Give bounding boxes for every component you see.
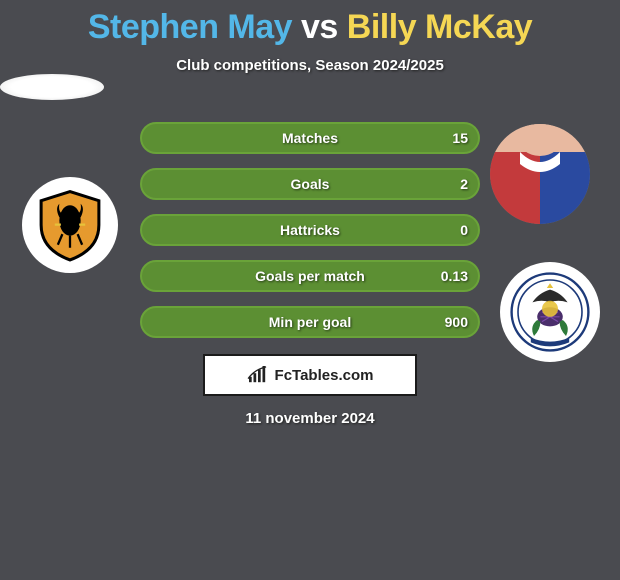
crest-icon [510,272,590,352]
stat-row-matches: Matches 15 [140,122,480,154]
stat-p2-value: 0.13 [441,268,468,284]
subtitle: Club competitions, Season 2024/2025 [0,57,620,74]
player1-avatar [0,74,104,100]
stat-p2-value: 0 [460,222,468,238]
watermark-badge: FcTables.com [203,354,417,396]
stat-label: Matches [282,130,338,146]
stat-label: Goals [291,176,330,192]
stat-p2-value: 15 [452,130,468,146]
jersey-icon [490,124,590,224]
date-text: 11 november 2024 [245,410,374,427]
page-title: Stephen May vs Billy McKay [0,0,620,47]
player2-club-badge [500,262,600,362]
player2-avatar [490,124,590,224]
stat-row-goals-per-match: Goals per match 0.13 [140,260,480,292]
stats-bars: Matches 15 Goals 2 Hattricks 0 Goals per… [140,122,480,352]
stat-p2-value: 900 [445,314,468,330]
vs-text: vs [301,8,338,46]
stat-label: Goals per match [255,268,365,284]
player1-name: Stephen May [88,8,292,46]
bar-chart-icon [247,366,269,384]
player1-club-badge [22,177,118,273]
stat-row-goals: Goals 2 [140,168,480,200]
stat-label: Min per goal [269,314,351,330]
shield-icon [32,187,108,263]
stat-p2-value: 2 [460,176,468,192]
stat-row-min-per-goal: Min per goal 900 [140,306,480,338]
player2-name: Billy McKay [347,8,532,46]
watermark-text: FcTables.com [275,367,374,384]
stat-label: Hattricks [280,222,340,238]
stat-row-hattricks: Hattricks 0 [140,214,480,246]
